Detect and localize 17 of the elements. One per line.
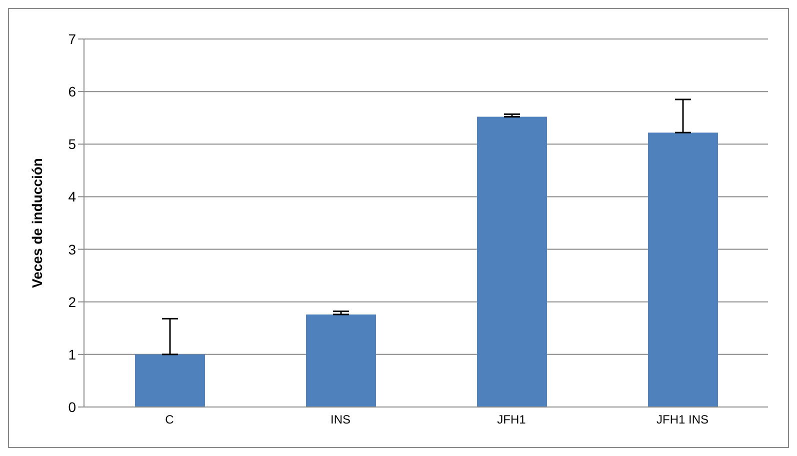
x-tick-label: C [165,412,174,427]
y-tick-label: 6 [68,84,76,100]
x-tick-label: JFH1 [497,412,526,427]
x-tick-label: INS [330,412,351,427]
bar [648,132,718,407]
y-tick-label: 4 [68,188,76,205]
y-tick-label: 3 [68,241,76,258]
y-tick-label: 0 [68,398,76,415]
bar [306,314,376,407]
y-tick-label: 1 [68,346,76,362]
y-tick-label: 5 [68,136,76,152]
y-tick-label: 2 [68,294,76,310]
x-tick-label: JFH1 INS [656,412,709,427]
y-tick-label: 7 [68,30,76,47]
bar [477,116,547,407]
y-axis-title: Veces de inducción [28,158,45,288]
bar [135,354,205,407]
